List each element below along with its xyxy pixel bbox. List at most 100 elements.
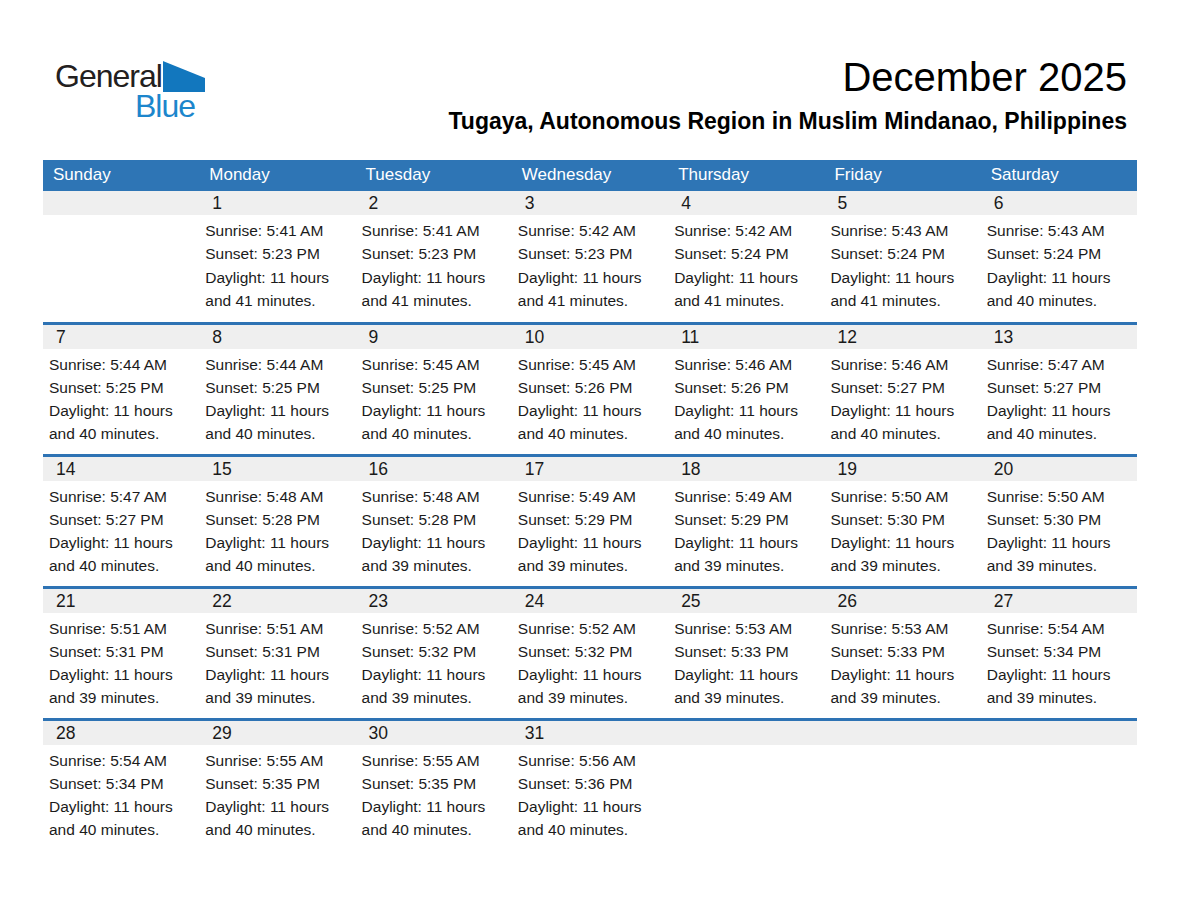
sunset-line: Sunset: 5:25 PM xyxy=(362,376,508,399)
sunset-line: Sunset: 5:26 PM xyxy=(518,376,664,399)
day-number: 26 xyxy=(824,589,980,613)
day-number: 30 xyxy=(356,721,512,745)
sunrise-line: Sunrise: 5:51 AM xyxy=(49,617,195,640)
daylight-line-1: Daylight: 11 hours xyxy=(49,399,195,422)
daylight-line-2: and 39 minutes. xyxy=(987,686,1133,709)
week-row: 28Sunrise: 5:54 AMSunset: 5:34 PMDayligh… xyxy=(43,719,1137,851)
daylight-line-2: and 39 minutes. xyxy=(830,686,976,709)
day-cell-14: 14Sunrise: 5:47 AMSunset: 5:27 PMDayligh… xyxy=(43,455,199,587)
week-row: 7Sunrise: 5:44 AMSunset: 5:25 PMDaylight… xyxy=(43,323,1137,455)
day-number: 22 xyxy=(199,589,355,613)
sunrise-line: Sunrise: 5:52 AM xyxy=(362,617,508,640)
day-number: 5 xyxy=(824,191,980,215)
sunrise-line: Sunrise: 5:44 AM xyxy=(49,353,195,376)
sunset-line: Sunset: 5:36 PM xyxy=(518,772,664,795)
sunset-line: Sunset: 5:29 PM xyxy=(518,508,664,531)
day-number: 24 xyxy=(512,589,668,613)
weekday-header-friday: Friday xyxy=(824,160,980,191)
empty-day-cell xyxy=(668,719,824,851)
day-details: Sunrise: 5:46 AMSunset: 5:27 PMDaylight:… xyxy=(824,349,980,446)
day-number: 6 xyxy=(981,191,1137,215)
day-details xyxy=(668,745,824,749)
weekday-header-thursday: Thursday xyxy=(668,160,824,191)
daylight-line-2: and 40 minutes. xyxy=(205,554,351,577)
day-cell-2: 2Sunrise: 5:41 AMSunset: 5:23 PMDaylight… xyxy=(356,191,512,323)
day-number: 18 xyxy=(668,457,824,481)
day-details: Sunrise: 5:51 AMSunset: 5:31 PMDaylight:… xyxy=(199,613,355,710)
sunset-line: Sunset: 5:29 PM xyxy=(674,508,820,531)
week-row: 1Sunrise: 5:41 AMSunset: 5:23 PMDaylight… xyxy=(43,191,1137,323)
day-details: Sunrise: 5:45 AMSunset: 5:26 PMDaylight:… xyxy=(512,349,668,446)
day-cell-26: 26Sunrise: 5:53 AMSunset: 5:33 PMDayligh… xyxy=(824,587,980,719)
sunrise-line: Sunrise: 5:54 AM xyxy=(49,749,195,772)
daylight-line-2: and 39 minutes. xyxy=(830,554,976,577)
page-title: December 2025 xyxy=(448,55,1127,99)
sunset-line: Sunset: 5:32 PM xyxy=(362,640,508,663)
daylight-line-2: and 39 minutes. xyxy=(518,554,664,577)
day-details xyxy=(981,745,1137,749)
sunset-line: Sunset: 5:28 PM xyxy=(205,508,351,531)
sunset-line: Sunset: 5:33 PM xyxy=(830,640,976,663)
day-number xyxy=(43,191,199,215)
day-cell-16: 16Sunrise: 5:48 AMSunset: 5:28 PMDayligh… xyxy=(356,455,512,587)
day-details: Sunrise: 5:44 AMSunset: 5:25 PMDaylight:… xyxy=(199,349,355,446)
page-subtitle: Tugaya, Autonomous Region in Muslim Mind… xyxy=(448,108,1127,135)
daylight-line-1: Daylight: 11 hours xyxy=(830,399,976,422)
sunset-line: Sunset: 5:24 PM xyxy=(987,242,1133,265)
day-number: 16 xyxy=(356,457,512,481)
sunrise-line: Sunrise: 5:47 AM xyxy=(987,353,1133,376)
day-cell-1: 1Sunrise: 5:41 AMSunset: 5:23 PMDaylight… xyxy=(199,191,355,323)
sunrise-line: Sunrise: 5:50 AM xyxy=(987,485,1133,508)
day-cell-31: 31Sunrise: 5:56 AMSunset: 5:36 PMDayligh… xyxy=(512,719,668,851)
day-cell-12: 12Sunrise: 5:46 AMSunset: 5:27 PMDayligh… xyxy=(824,323,980,455)
daylight-line-1: Daylight: 11 hours xyxy=(518,399,664,422)
day-number: 14 xyxy=(43,457,199,481)
daylight-line-1: Daylight: 11 hours xyxy=(830,266,976,289)
sunset-line: Sunset: 5:23 PM xyxy=(205,242,351,265)
sunset-line: Sunset: 5:27 PM xyxy=(830,376,976,399)
day-details: Sunrise: 5:50 AMSunset: 5:30 PMDaylight:… xyxy=(824,481,980,578)
day-number: 10 xyxy=(512,325,668,349)
sunrise-line: Sunrise: 5:41 AM xyxy=(205,219,351,242)
day-details: Sunrise: 5:48 AMSunset: 5:28 PMDaylight:… xyxy=(199,481,355,578)
day-details xyxy=(43,215,199,219)
daylight-line-1: Daylight: 11 hours xyxy=(362,795,508,818)
title-block: December 2025 Tugaya, Autonomous Region … xyxy=(448,55,1127,135)
daylight-line-1: Daylight: 11 hours xyxy=(49,663,195,686)
daylight-line-1: Daylight: 11 hours xyxy=(674,266,820,289)
day-details: Sunrise: 5:54 AMSunset: 5:34 PMDaylight:… xyxy=(43,745,199,842)
daylight-line-2: and 39 minutes. xyxy=(362,686,508,709)
calendar-table: SundayMondayTuesdayWednesdayThursdayFrid… xyxy=(43,160,1137,851)
sunset-line: Sunset: 5:23 PM xyxy=(518,242,664,265)
day-number: 11 xyxy=(668,325,824,349)
daylight-line-2: and 40 minutes. xyxy=(987,422,1133,445)
daylight-line-2: and 39 minutes. xyxy=(362,554,508,577)
week-row: 14Sunrise: 5:47 AMSunset: 5:27 PMDayligh… xyxy=(43,455,1137,587)
week-row: 21Sunrise: 5:51 AMSunset: 5:31 PMDayligh… xyxy=(43,587,1137,719)
sunset-line: Sunset: 5:31 PM xyxy=(49,640,195,663)
daylight-line-1: Daylight: 11 hours xyxy=(518,266,664,289)
daylight-line-2: and 40 minutes. xyxy=(830,422,976,445)
day-number: 28 xyxy=(43,721,199,745)
daylight-line-1: Daylight: 11 hours xyxy=(674,663,820,686)
daylight-line-1: Daylight: 11 hours xyxy=(987,399,1133,422)
day-number: 27 xyxy=(981,589,1137,613)
day-cell-4: 4Sunrise: 5:42 AMSunset: 5:24 PMDaylight… xyxy=(668,191,824,323)
calendar-page: General Blue December 2025 Tugaya, Auton… xyxy=(0,0,1188,918)
day-details: Sunrise: 5:54 AMSunset: 5:34 PMDaylight:… xyxy=(981,613,1137,710)
daylight-line-1: Daylight: 11 hours xyxy=(205,663,351,686)
day-number: 17 xyxy=(512,457,668,481)
day-details: Sunrise: 5:53 AMSunset: 5:33 PMDaylight:… xyxy=(824,613,980,710)
sunset-line: Sunset: 5:25 PM xyxy=(49,376,195,399)
sunrise-line: Sunrise: 5:56 AM xyxy=(518,749,664,772)
sunrise-line: Sunrise: 5:45 AM xyxy=(518,353,664,376)
day-cell-24: 24Sunrise: 5:52 AMSunset: 5:32 PMDayligh… xyxy=(512,587,668,719)
day-details: Sunrise: 5:44 AMSunset: 5:25 PMDaylight:… xyxy=(43,349,199,446)
daylight-line-1: Daylight: 11 hours xyxy=(987,531,1133,554)
sunrise-line: Sunrise: 5:55 AM xyxy=(362,749,508,772)
sunrise-line: Sunrise: 5:53 AM xyxy=(674,617,820,640)
sunrise-line: Sunrise: 5:44 AM xyxy=(205,353,351,376)
day-details: Sunrise: 5:56 AMSunset: 5:36 PMDaylight:… xyxy=(512,745,668,842)
day-cell-30: 30Sunrise: 5:55 AMSunset: 5:35 PMDayligh… xyxy=(356,719,512,851)
sunset-line: Sunset: 5:31 PM xyxy=(205,640,351,663)
